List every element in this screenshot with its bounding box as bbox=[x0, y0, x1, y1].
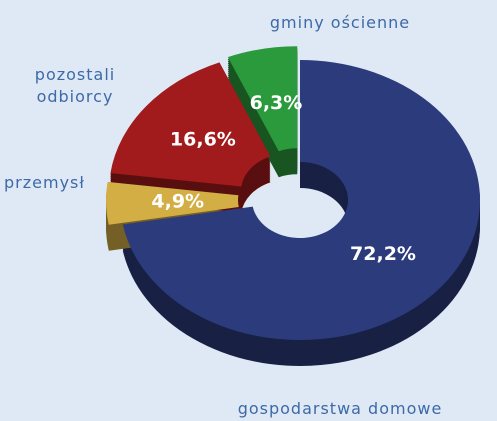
data-label: 4,9% bbox=[151, 191, 204, 213]
slice bbox=[122, 60, 481, 341]
slice bbox=[110, 62, 271, 187]
data-label: 6,3% bbox=[250, 92, 303, 114]
slice bbox=[227, 46, 298, 152]
category-label: przemysł bbox=[4, 173, 85, 192]
category-label: pozostali odbiorcy bbox=[34, 65, 116, 106]
slice bbox=[106, 181, 239, 225]
category-label: gminy ościenne bbox=[269, 13, 411, 32]
data-label: 72,2% bbox=[350, 243, 416, 265]
category-label: gospodarstwa domowe bbox=[237, 399, 443, 418]
data-label: 16,6% bbox=[170, 129, 236, 151]
